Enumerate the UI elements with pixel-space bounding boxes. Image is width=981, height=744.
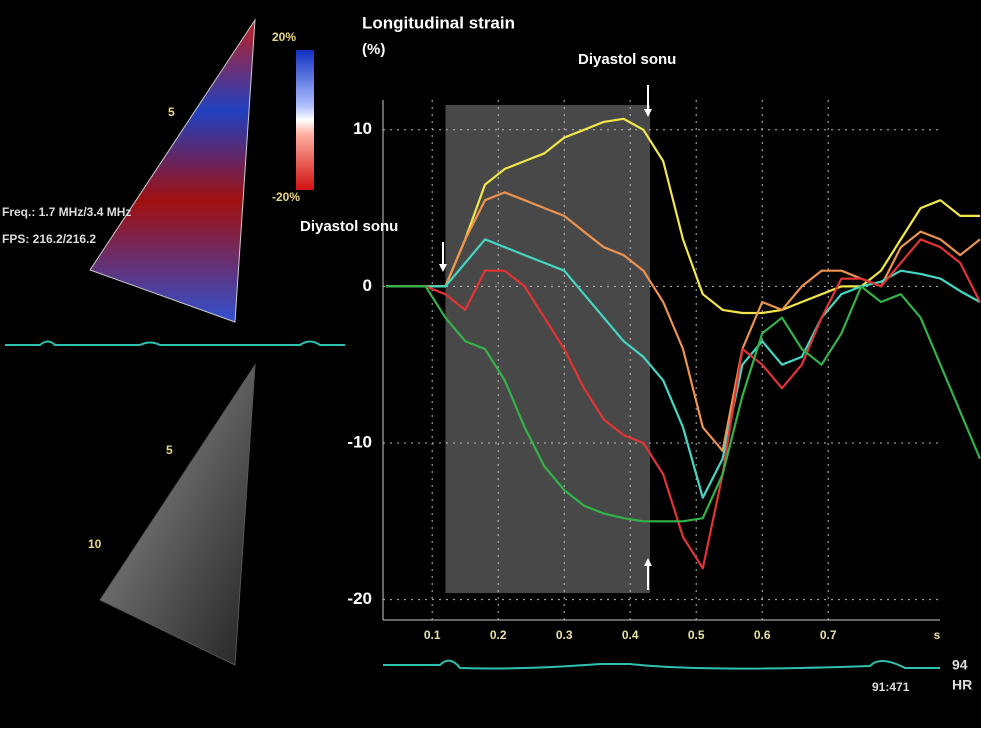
x-tick-label: 0.7 xyxy=(820,628,837,642)
segment-label: 5 xyxy=(166,443,173,457)
x-tick-label: 0.3 xyxy=(556,628,573,642)
segment-label: 10 xyxy=(88,537,102,551)
y-tick-label: 10 xyxy=(353,119,372,138)
scale-max: 20% xyxy=(272,30,296,44)
x-tick-label: 0.2 xyxy=(490,628,507,642)
shaded-region xyxy=(445,105,650,593)
y-axis-label: (%) xyxy=(362,41,385,58)
y-tick-label: 0 xyxy=(363,276,372,295)
y-tick-label: -10 xyxy=(347,432,372,451)
screen: 20% -20% 5 Freq.: 1.7 MHz/3.4 MHz FPS: 2… xyxy=(0,0,981,744)
scale-min: -20% xyxy=(272,190,300,204)
x-tick-label: 0.5 xyxy=(688,628,705,642)
segment-label: 5 xyxy=(168,105,175,119)
x-tick-label: 0.4 xyxy=(622,628,639,642)
x-axis-unit: s xyxy=(934,628,941,642)
fps-text: FPS: 216.2/216.2 xyxy=(2,232,96,246)
bottom-border xyxy=(0,728,981,744)
time-text: 91:471 xyxy=(872,680,910,694)
freq-text: Freq.: 1.7 MHz/3.4 MHz xyxy=(2,205,131,219)
hr-label: HR xyxy=(952,677,972,693)
y-tick-label: -20 xyxy=(347,589,372,608)
x-tick-label: 0.6 xyxy=(754,628,771,642)
annotation: Diyastol sonu xyxy=(578,51,676,68)
hr-value: 94 xyxy=(952,657,968,673)
annotation: Diyastol sonu xyxy=(300,218,398,235)
color-scale-bar xyxy=(296,50,314,190)
chart-title: Longitudinal strain xyxy=(362,13,515,32)
x-tick-label: 0.1 xyxy=(424,628,441,642)
